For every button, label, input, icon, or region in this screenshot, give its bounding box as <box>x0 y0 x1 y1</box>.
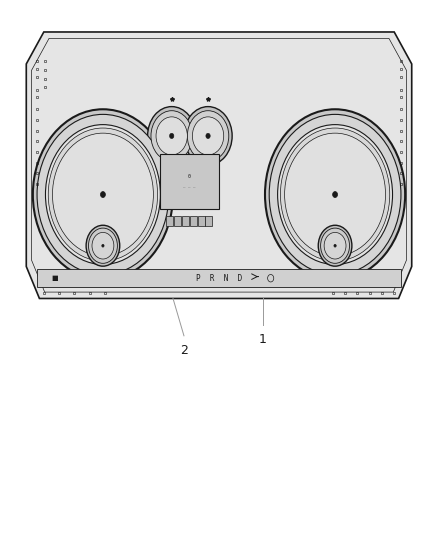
FancyBboxPatch shape <box>205 216 212 226</box>
Text: 1: 1 <box>259 333 267 346</box>
Circle shape <box>285 133 385 256</box>
Circle shape <box>156 117 187 155</box>
Circle shape <box>187 111 229 161</box>
Circle shape <box>92 232 114 259</box>
FancyBboxPatch shape <box>37 269 401 287</box>
Circle shape <box>86 225 120 266</box>
Circle shape <box>48 128 158 261</box>
Circle shape <box>33 109 173 280</box>
Circle shape <box>102 244 104 247</box>
Circle shape <box>184 107 232 165</box>
Circle shape <box>192 117 224 155</box>
Circle shape <box>206 133 210 139</box>
Polygon shape <box>26 32 412 298</box>
Circle shape <box>321 228 350 263</box>
Circle shape <box>278 125 392 264</box>
Text: _ _ _: _ _ _ <box>183 183 195 188</box>
FancyBboxPatch shape <box>160 154 219 209</box>
Text: 0: 0 <box>188 174 191 180</box>
Text: ■: ■ <box>51 275 58 281</box>
FancyBboxPatch shape <box>190 216 197 226</box>
Circle shape <box>88 228 117 263</box>
Circle shape <box>46 125 160 264</box>
Circle shape <box>37 115 169 274</box>
Circle shape <box>332 191 338 198</box>
Circle shape <box>280 128 390 261</box>
FancyBboxPatch shape <box>166 216 173 226</box>
Circle shape <box>53 133 153 256</box>
Circle shape <box>269 115 401 274</box>
Circle shape <box>148 107 196 165</box>
Circle shape <box>100 191 106 198</box>
Circle shape <box>318 225 352 266</box>
Circle shape <box>334 244 336 247</box>
Circle shape <box>170 133 174 139</box>
Circle shape <box>265 109 405 280</box>
Text: 2: 2 <box>180 344 188 357</box>
Circle shape <box>151 111 192 161</box>
Circle shape <box>324 232 346 259</box>
FancyBboxPatch shape <box>198 216 205 226</box>
FancyBboxPatch shape <box>174 216 181 226</box>
Text: P  R  N  D: P R N D <box>196 274 242 282</box>
FancyBboxPatch shape <box>182 216 189 226</box>
